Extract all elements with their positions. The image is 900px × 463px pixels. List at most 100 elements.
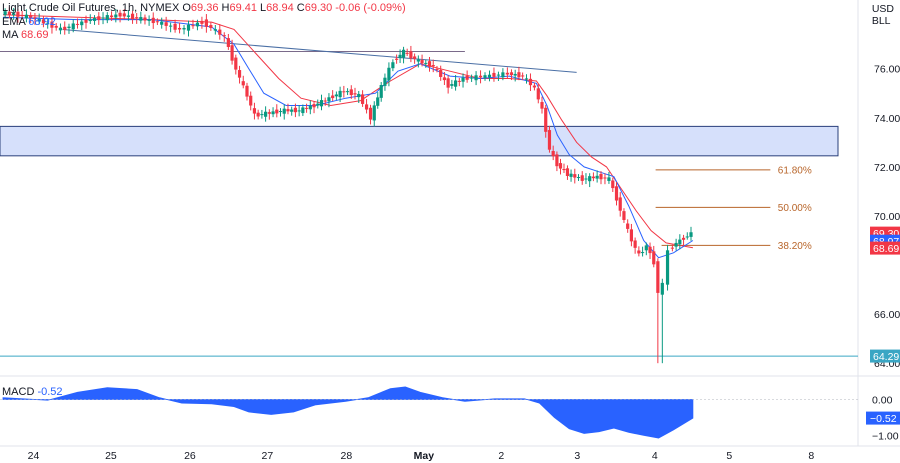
candle-body xyxy=(234,57,238,70)
candle-body xyxy=(160,21,164,25)
candle-body xyxy=(665,250,670,285)
candle-body xyxy=(345,91,350,93)
candle-body xyxy=(637,250,641,254)
candle-body xyxy=(607,177,611,181)
candle-body xyxy=(633,240,637,248)
candle-body xyxy=(513,73,517,76)
candle-body xyxy=(200,20,204,24)
candle-body xyxy=(308,105,312,110)
fib-label: 38.20% xyxy=(778,241,812,252)
candle-body xyxy=(678,239,682,245)
candle-body xyxy=(135,17,139,19)
candle-body xyxy=(660,282,664,295)
candle-body xyxy=(33,17,37,19)
macd-area xyxy=(2,386,694,439)
candle-body xyxy=(681,237,686,240)
ohlc-key: H xyxy=(218,2,230,14)
ohlc-value: 69.41 xyxy=(229,2,257,14)
candle-body xyxy=(622,211,626,220)
candle-body xyxy=(580,175,584,181)
candle-body xyxy=(353,93,357,95)
candle-body xyxy=(297,110,301,112)
candle-body xyxy=(290,109,294,112)
candle-body xyxy=(118,12,122,17)
time-tick-label: 3 xyxy=(574,450,580,462)
macd-badge-label: −0.52 xyxy=(870,413,897,425)
candle-body xyxy=(312,104,316,108)
candle-body xyxy=(195,22,200,27)
price-badge-label: 68.69 xyxy=(873,243,899,255)
candle-body xyxy=(521,75,525,77)
currency-label: USD xyxy=(871,3,894,15)
candle-body xyxy=(316,103,320,106)
candle-body xyxy=(182,27,186,30)
ma-legend: MA 68.69 xyxy=(2,29,49,41)
fib-label: 61.80% xyxy=(778,165,812,176)
candle-body xyxy=(544,107,548,132)
candle-body xyxy=(565,168,570,176)
price-tick-label: 74.00 xyxy=(874,113,900,125)
candle-body xyxy=(75,23,80,25)
candle-body xyxy=(109,15,114,18)
candle-body xyxy=(501,72,505,78)
candle-body xyxy=(204,19,208,27)
candle-body xyxy=(652,251,656,265)
candle-body xyxy=(230,45,234,61)
candle-body xyxy=(41,19,46,24)
candle-body xyxy=(37,18,41,22)
candle-body xyxy=(88,19,92,22)
candle-body xyxy=(218,29,222,35)
candle-body xyxy=(50,21,54,28)
candle-body xyxy=(420,60,424,64)
candle-body xyxy=(629,229,634,242)
candle-body xyxy=(492,72,496,77)
candle-body xyxy=(71,23,75,30)
ma-label: MA xyxy=(2,29,18,41)
ohlc-values: O69.36 H69.41 L68.94 C69.30 xyxy=(182,2,332,14)
price-badge xyxy=(870,241,900,255)
candle-body xyxy=(301,107,305,114)
candle-body xyxy=(398,54,402,59)
candle-body xyxy=(372,105,376,121)
candle-body xyxy=(84,19,88,23)
candle-body xyxy=(360,94,365,104)
candle-body xyxy=(286,109,290,112)
fib-label: 50.00% xyxy=(778,203,812,214)
candle-body xyxy=(319,100,324,107)
price-tick-label: 70.00 xyxy=(874,211,900,223)
candle-body xyxy=(213,29,217,31)
candle-body xyxy=(278,111,283,113)
candle-body xyxy=(126,15,131,17)
candle-body xyxy=(24,14,29,19)
candle-body xyxy=(97,16,101,20)
candle-body xyxy=(446,78,450,88)
candle-body xyxy=(327,97,331,102)
candle-body xyxy=(478,75,483,78)
candle-body xyxy=(151,17,155,24)
candle-body xyxy=(383,77,387,86)
time-tick-label: 8 xyxy=(808,450,814,462)
candle-body xyxy=(689,232,693,237)
ma-line xyxy=(2,14,693,249)
candle-body xyxy=(58,27,63,31)
candle-body xyxy=(256,112,260,117)
ema-line xyxy=(2,16,694,259)
currency-unit: USD BLL xyxy=(872,3,894,27)
candle-body xyxy=(457,80,461,82)
candle-body xyxy=(450,84,454,86)
candle-body xyxy=(453,80,458,87)
candle-body xyxy=(80,21,84,26)
ema-legend: EMA 68.92 xyxy=(2,16,56,28)
price-tick-label: 76.00 xyxy=(874,64,900,76)
candle-body xyxy=(293,107,298,113)
candle-body xyxy=(517,72,521,78)
candle-body xyxy=(16,11,20,17)
candle-body xyxy=(435,68,439,70)
candle-body xyxy=(222,35,226,37)
candle-body xyxy=(427,61,432,67)
candle-body xyxy=(626,223,630,229)
candle-body xyxy=(599,174,603,180)
symbol-legend: Light Crude Oil Futures, 1h, NYMEX O69.3… xyxy=(2,2,406,14)
candle-body xyxy=(264,111,268,117)
